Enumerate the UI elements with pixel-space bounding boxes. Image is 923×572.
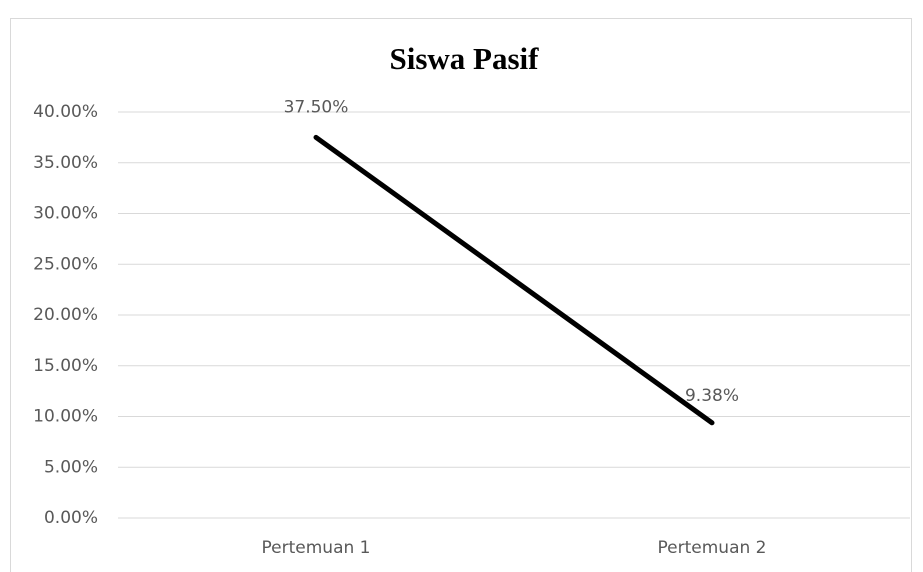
y-tick-label: 20.00% [33, 305, 98, 325]
chart-title: Siswa Pasif [390, 41, 540, 76]
y-tick-label: 5.00% [44, 457, 98, 477]
data-line [313, 134, 715, 426]
y-tick-label: 10.00% [33, 407, 98, 427]
y-tick-label: 35.00% [33, 153, 98, 173]
x-tick-label: Pertemuan 2 [658, 538, 767, 558]
x-tick-label: Pertemuan 1 [262, 538, 371, 558]
data-label: 37.50% [284, 97, 349, 117]
y-tick-label: 15.00% [33, 356, 98, 376]
chart-border [10, 18, 912, 572]
y-tick-label: 40.00% [33, 102, 98, 122]
y-tick-label: 0.00% [44, 508, 98, 528]
data-label: 9.38% [685, 386, 739, 406]
y-tick-label: 30.00% [33, 204, 98, 224]
y-tick-label: 25.00% [33, 254, 98, 274]
